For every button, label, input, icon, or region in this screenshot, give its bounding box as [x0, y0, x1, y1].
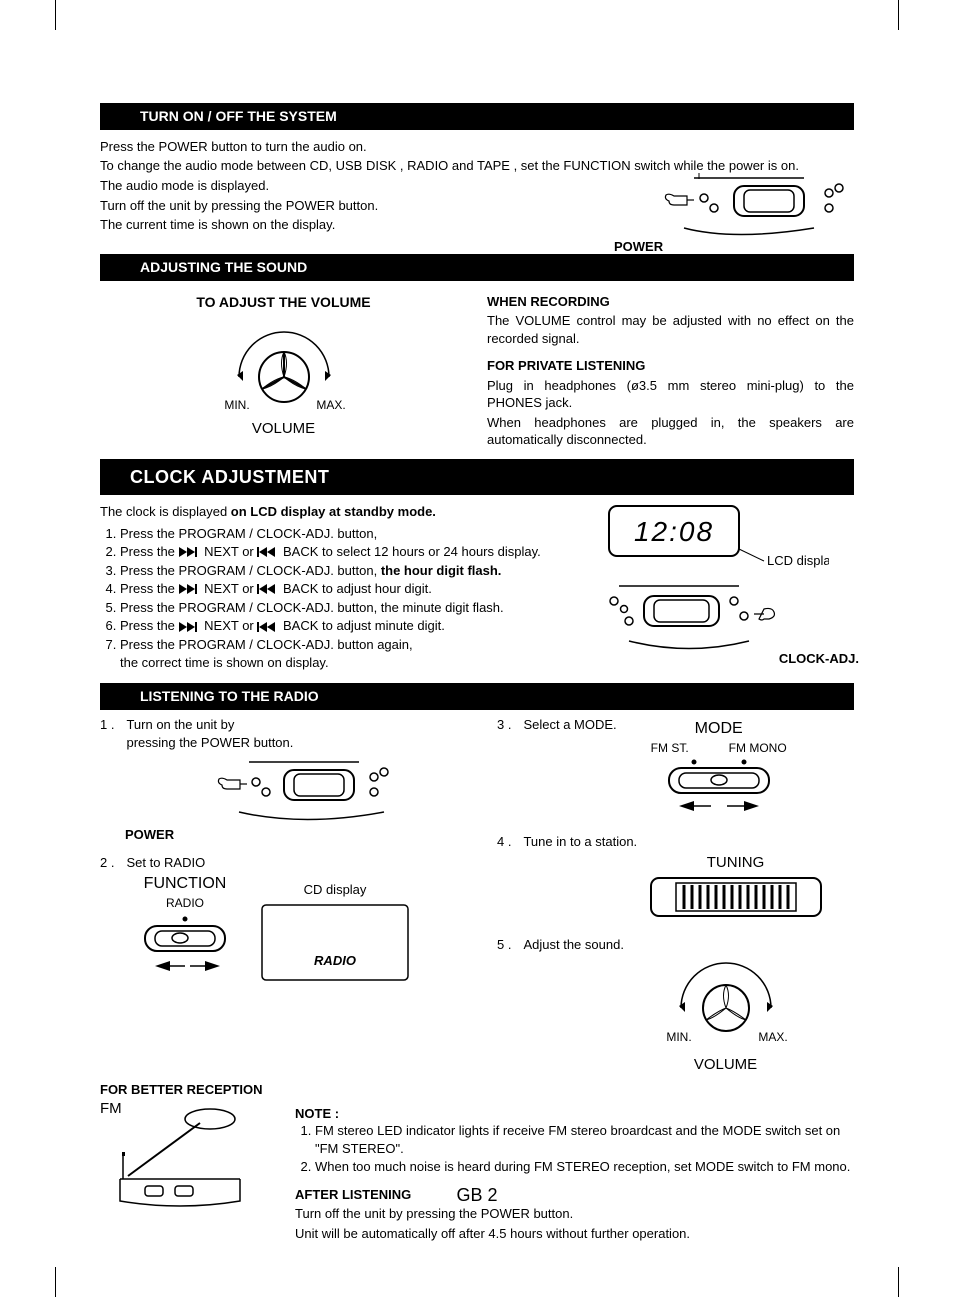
step-text: pressing the POWER button. [126, 734, 293, 752]
next-icon [179, 584, 201, 595]
svg-text:RADIO: RADIO [314, 953, 356, 968]
clock-step: Press the PROGRAM / CLOCK-ADJ. button ag… [120, 636, 579, 671]
tuning-dial-illustration [646, 873, 826, 923]
t: NEXT or [204, 581, 257, 596]
fm-mono-label: FM MONO [729, 740, 787, 756]
clock-step: Press the NEXT or BACK to adjust minute … [120, 617, 579, 635]
cd-display-illustration: RADIO [260, 903, 410, 983]
note-item: When too much noise is heard during FM S… [315, 1158, 854, 1176]
svg-text:MAX.: MAX. [316, 398, 345, 412]
volume-knob-small-illustration: MIN. MAX. [646, 953, 806, 1048]
step-num: 5 . [497, 936, 511, 954]
function-label: FUNCTION [130, 873, 240, 895]
after-text: Turn off the unit by pressing the POWER … [295, 1205, 854, 1223]
svg-text:12:08: 12:08 [634, 516, 714, 547]
section-clock-title: CLOCK ADJUSTMENT [100, 459, 854, 495]
t: NEXT or [204, 544, 257, 559]
turn-on-line: Press the POWER button to turn the audio… [100, 138, 854, 156]
svg-text:MAX.: MAX. [758, 1030, 787, 1044]
t: the correct time is shown on display. [120, 655, 329, 670]
radio-power-illustration [110, 757, 457, 832]
step-num: 2 . [100, 854, 114, 872]
radio-volume-label: VOLUME [597, 1055, 854, 1075]
step-text: Tune in to a station. [523, 833, 637, 851]
after-text: Unit will be automatically off after 4.5… [295, 1225, 854, 1243]
mode-switch-illustration [649, 756, 789, 821]
step-text: Adjust the sound. [523, 936, 623, 954]
fm-st-label: FM ST. [651, 740, 689, 756]
sound-row: TO ADJUST THE VOLUME MIN. MAX. VOLUME [100, 287, 854, 451]
clock-steps: Press the PROGRAM / CLOCK-ADJ. button, P… [100, 525, 579, 671]
t: Press the PROGRAM / CLOCK-ADJ. button ag… [120, 637, 413, 652]
clock-step: Press the PROGRAM / CLOCK-ADJ. button, t… [120, 562, 579, 580]
back-icon [257, 547, 279, 558]
clock-step: Press the NEXT or BACK to adjust hour di… [120, 580, 579, 598]
clock-row: The clock is displayed on LCD display at… [100, 501, 854, 675]
t: Press the [120, 544, 179, 559]
t: NEXT or [204, 618, 257, 633]
t: Press the [120, 581, 179, 596]
function-switch-illustration [130, 911, 240, 981]
power-label: POWER [614, 238, 864, 256]
power-illustration: POWER [604, 173, 854, 265]
reception-heading: FOR BETTER RECEPTION [100, 1081, 854, 1099]
section-radio-title: LISTENING TO THE RADIO [100, 683, 854, 710]
clock-intro-bold: on LCD display at standby mode. [231, 504, 436, 519]
t: BACK to adjust hour digit. [283, 581, 432, 596]
step-text: Select a MODE. [523, 716, 616, 734]
t: Press the [120, 618, 179, 633]
svg-text:MIN.: MIN. [224, 398, 249, 412]
svg-text:LCD display: LCD display [767, 553, 829, 568]
step-text: Turn on the unit by [126, 716, 293, 734]
t: the hour digit flash. [381, 563, 502, 578]
step-text: Set to RADIO [126, 854, 205, 872]
private-text: When headphones are plugged in, the spea… [487, 414, 854, 449]
clock-intro-pre: The clock is displayed [100, 504, 231, 519]
step-num: 3 . [497, 716, 511, 734]
mode-label: MODE [649, 718, 789, 740]
next-icon [179, 547, 201, 558]
next-icon [179, 622, 201, 633]
private-text: Plug in headphones (ø3.5 mm stereo mini-… [487, 377, 854, 412]
recording-text: The VOLUME control may be adjusted with … [487, 312, 854, 347]
recording-heading: WHEN RECORDING [487, 293, 854, 311]
volume-knob-illustration: MIN. MAX. VOLUME [100, 317, 467, 439]
clock-step: Press the PROGRAM / CLOCK-ADJ. button, t… [120, 599, 579, 617]
clock-adj-label: CLOCK-ADJ. [779, 650, 859, 668]
clock-step: Press the NEXT or BACK to select 12 hour… [120, 543, 579, 561]
t: BACK to adjust minute digit. [283, 618, 445, 633]
back-icon [257, 584, 279, 595]
t: Press the PROGRAM / CLOCK-ADJ. button, [120, 563, 381, 578]
volume-label: VOLUME [252, 419, 315, 439]
clock-step: Press the PROGRAM / CLOCK-ADJ. button, [120, 525, 579, 543]
svg-text:MIN.: MIN. [666, 1030, 691, 1044]
page: TURN ON / OFF THE SYSTEM Press the POWER… [0, 0, 954, 1297]
t: BACK to select 12 hours or 24 hours disp… [283, 544, 541, 559]
note-heading: NOTE : [295, 1105, 854, 1123]
radio-row: 1 . Turn on the unit by pressing the POW… [100, 716, 854, 1075]
back-icon [257, 622, 279, 633]
page-number: GB 2 [0, 1183, 954, 1207]
tuning-label: TUNING [617, 853, 854, 873]
section-turn-on-title: TURN ON / OFF THE SYSTEM [100, 103, 854, 130]
step-num: 1 . [100, 716, 114, 751]
lcd-illustration: 12:08 LCD display [599, 501, 829, 661]
note-item: FM stereo LED indicator lights if receiv… [315, 1122, 854, 1157]
volume-heading: TO ADJUST THE VOLUME [100, 293, 467, 312]
private-heading: FOR PRIVATE LISTENING [487, 357, 854, 375]
clock-intro: The clock is displayed on LCD display at… [100, 503, 579, 521]
step-num: 4 . [497, 833, 511, 851]
radio-label: RADIO [130, 895, 240, 911]
cd-display-label: CD display [260, 881, 410, 899]
